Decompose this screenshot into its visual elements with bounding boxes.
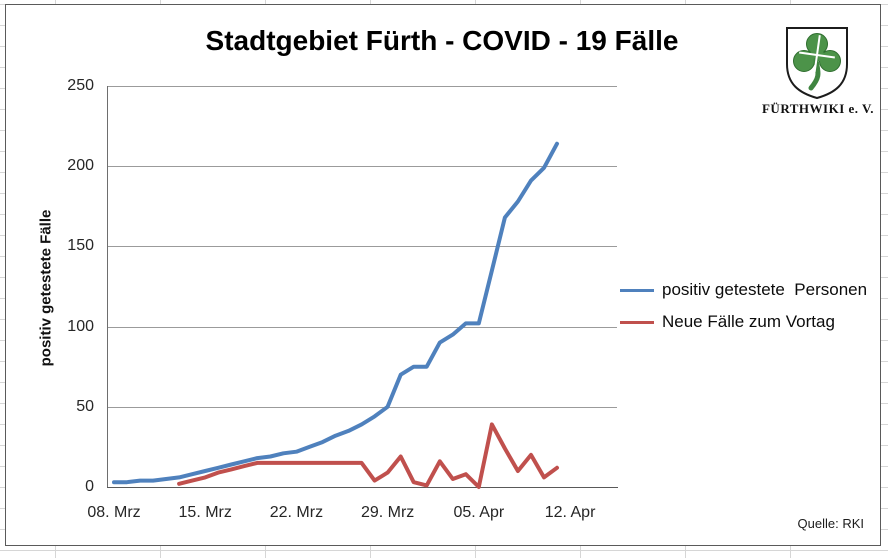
gridline-200 [107, 166, 617, 168]
chart-title: Stadtgebiet Fürth - COVID - 19 Fälle [205, 25, 679, 56]
y-tick-label-50: 50 [76, 397, 94, 415]
legend-line-swatch-blue [620, 288, 654, 292]
gridline-250 [107, 86, 617, 87]
chart-legend: positiv getestete Personen Neue Fälle zu… [620, 280, 868, 345]
x-tick-label-2: 22. Mrz [269, 504, 324, 521]
y-tick-label-0: 0 [85, 478, 94, 495]
y-tick-label-100: 100 [67, 317, 94, 335]
logo-caption: FÜRTHWIKI e. V. [761, 101, 875, 116]
fuerthwiki-coat-of-arms-logo [786, 27, 848, 100]
y-axis-line [107, 86, 108, 488]
legend-label: Neue Fälle zum Vortag [662, 312, 835, 331]
legend-label: positiv getestete Personen [662, 280, 868, 299]
x-tick-label-5: 12. Apr [544, 504, 596, 521]
x-tick-label-4: 05. Apr [453, 504, 505, 521]
gridline-100 [107, 326, 617, 328]
x-axis-line [107, 487, 618, 488]
legend-line-swatch-red [620, 320, 654, 324]
white-cross-icon [799, 35, 835, 72]
legend-entry-positive-tested: positiv getestete Personen [620, 280, 868, 299]
y-tick-label-150: 150 [67, 237, 94, 255]
y-tick-label-200: 200 [67, 157, 94, 175]
chart-object-frame [5, 4, 881, 546]
y-tick-label-250: 250 [67, 77, 94, 94]
x-tick-label-0: 08. Mrz [87, 504, 141, 521]
x-tick-label-1: 15. Mrz [178, 504, 232, 521]
source-note: Quelle: RKI [797, 516, 864, 531]
x-tick-label-3: 29. Mrz [360, 504, 415, 521]
clover-icon [793, 33, 841, 91]
legend-entry-new-cases: Neue Fälle zum Vortag [620, 312, 867, 331]
gridline-150 [107, 246, 617, 248]
series-line-0 [112, 141, 559, 485]
series-line-1 [177, 422, 559, 489]
gridline-50 [107, 406, 617, 408]
